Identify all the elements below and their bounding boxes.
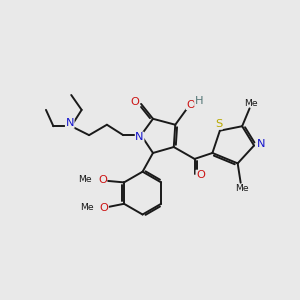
Text: N: N <box>135 132 144 142</box>
Text: S: S <box>215 119 222 129</box>
Text: Me: Me <box>80 203 94 212</box>
Text: H: H <box>195 96 203 106</box>
Text: Me: Me <box>79 175 92 184</box>
Text: Me: Me <box>244 98 257 107</box>
Text: O: O <box>99 203 108 213</box>
Text: O: O <box>98 175 107 185</box>
Text: O: O <box>196 170 205 180</box>
Text: Me: Me <box>235 184 248 193</box>
Text: O: O <box>130 97 139 107</box>
Text: O: O <box>186 100 195 110</box>
Text: N: N <box>257 139 266 149</box>
Text: N: N <box>65 118 74 128</box>
